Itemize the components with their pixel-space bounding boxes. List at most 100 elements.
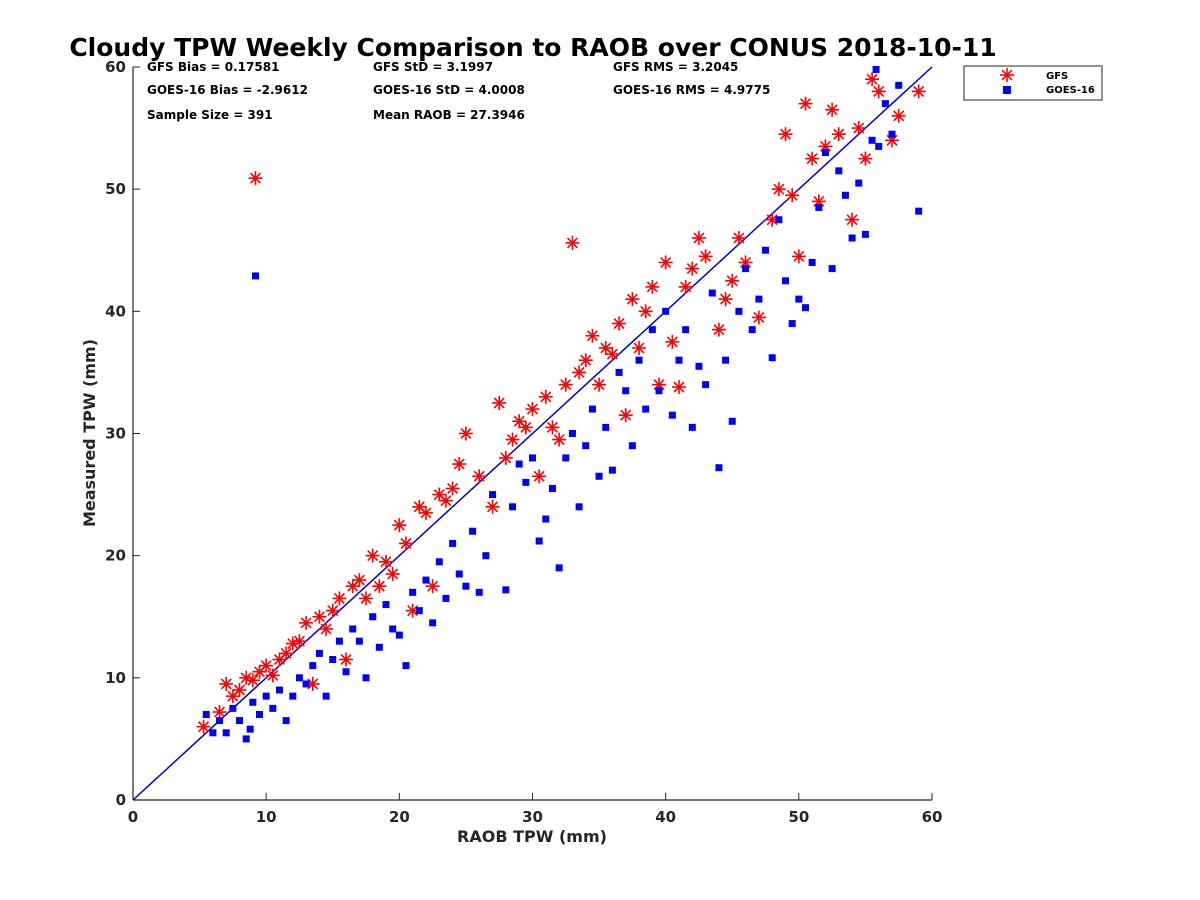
stats-block: GFS Bias = 0.17581 GFS StD = 3.1997 GFS … <box>147 60 770 122</box>
goes16-point <box>768 354 776 362</box>
goes16-point <box>702 381 710 389</box>
gfs-point <box>831 127 846 142</box>
goes16-point <box>868 136 876 144</box>
goes16-point <box>855 179 863 187</box>
goes16-point <box>309 662 317 670</box>
x-tick-label: 50 <box>788 808 809 826</box>
gfs-point <box>805 151 820 166</box>
gfs-point <box>245 673 260 688</box>
goes16-point <box>662 307 670 315</box>
gfs-point <box>332 591 347 606</box>
stat-gfs-std: GFS StD = 3.1997 <box>373 60 493 74</box>
gfs-point <box>398 536 413 551</box>
goes16-point <box>872 65 880 73</box>
gfs-point <box>458 426 473 441</box>
goes16-point <box>236 717 244 725</box>
goes16-point <box>275 686 283 694</box>
gfs-point <box>445 481 460 496</box>
gfs-point <box>545 420 560 435</box>
goes16-point <box>329 656 337 664</box>
y-tick-label: 20 <box>105 547 126 565</box>
goes16-point <box>442 594 450 602</box>
goes16-point <box>542 515 550 523</box>
gfs-point <box>392 518 407 533</box>
goes16-point <box>835 167 843 175</box>
x-tick-label: 60 <box>922 808 943 826</box>
gfs-point <box>212 705 227 720</box>
gfs-point <box>532 469 547 484</box>
gfs-point <box>785 188 800 203</box>
x-tick-label: 20 <box>389 808 410 826</box>
gfs-point <box>312 609 327 624</box>
x-tick-label: 40 <box>655 808 676 826</box>
gfs-point <box>671 380 686 395</box>
goes16-point <box>708 289 716 297</box>
gfs-point <box>711 322 726 337</box>
stat-mean-raob: Mean RAOB = 27.3946 <box>373 108 525 122</box>
gfs-point <box>632 340 647 355</box>
goes16-point <box>888 130 896 138</box>
goes16-point <box>682 326 690 334</box>
goes16-point <box>755 295 763 303</box>
legend-goes-label: GOES-16 <box>1046 85 1095 96</box>
goes16-point <box>821 149 829 157</box>
y-tick-label: 60 <box>105 58 126 76</box>
goes16-point <box>369 613 377 621</box>
gfs-point <box>698 249 713 264</box>
goes16-point <box>848 234 856 242</box>
goes16-point <box>402 662 410 670</box>
goes16-point <box>648 326 656 334</box>
stat-goes-rms: GOES-16 RMS = 4.9775 <box>613 83 770 97</box>
gfs-point <box>771 182 786 197</box>
legend-gfs-marker <box>1000 68 1014 82</box>
gfs-point <box>665 334 680 349</box>
gfs-point <box>612 316 627 331</box>
gfs-point <box>248 171 263 186</box>
goes16-point <box>635 356 643 364</box>
gfs-point <box>359 591 374 606</box>
goes16-point <box>915 207 923 215</box>
goes16-point <box>695 362 703 370</box>
goes16-point <box>462 582 470 590</box>
goes16-point <box>722 356 730 364</box>
gfs-point <box>865 72 880 87</box>
gfs-point <box>538 389 553 404</box>
goes16-point <box>202 710 210 718</box>
goes16-point <box>362 674 370 682</box>
gfs-point <box>319 621 334 636</box>
y-tick-label: 10 <box>105 669 126 687</box>
goes16-point <box>382 601 390 609</box>
y-tick-label: 40 <box>105 302 126 320</box>
goes16-point <box>389 625 397 633</box>
y-tick-label: 30 <box>105 425 126 443</box>
gfs-point <box>725 273 740 288</box>
gfs-point <box>845 212 860 227</box>
stat-gfs-rms: GFS RMS = 3.2045 <box>613 60 738 74</box>
gfs-point <box>605 347 620 362</box>
goes16-point <box>795 295 803 303</box>
gfs-point <box>438 493 453 508</box>
gfs-point <box>858 151 873 166</box>
gfs-point <box>518 420 533 435</box>
stat-goes-bias: GOES-16 Bias = -2.9612 <box>147 83 308 97</box>
gfs-point <box>731 231 746 246</box>
goes16-point <box>469 527 477 535</box>
goes16-point <box>615 368 623 376</box>
goes16-point <box>861 230 869 238</box>
gfs-point <box>272 652 287 667</box>
legend-gfs-label: GFS <box>1046 71 1068 82</box>
gfs-point <box>219 676 234 691</box>
gfs-point <box>472 469 487 484</box>
gfs-point <box>558 377 573 392</box>
gfs-point <box>345 579 360 594</box>
gfs-point <box>572 365 587 380</box>
chart-title: Cloudy TPW Weekly Comparison to RAOB ove… <box>69 33 996 62</box>
gfs-point <box>339 652 354 667</box>
goes16-point <box>602 423 610 431</box>
goes16-point <box>588 405 596 413</box>
goes16-point <box>535 537 543 545</box>
goes16-point <box>815 203 823 211</box>
goes16-point <box>782 277 790 285</box>
goes16-point <box>548 484 556 492</box>
